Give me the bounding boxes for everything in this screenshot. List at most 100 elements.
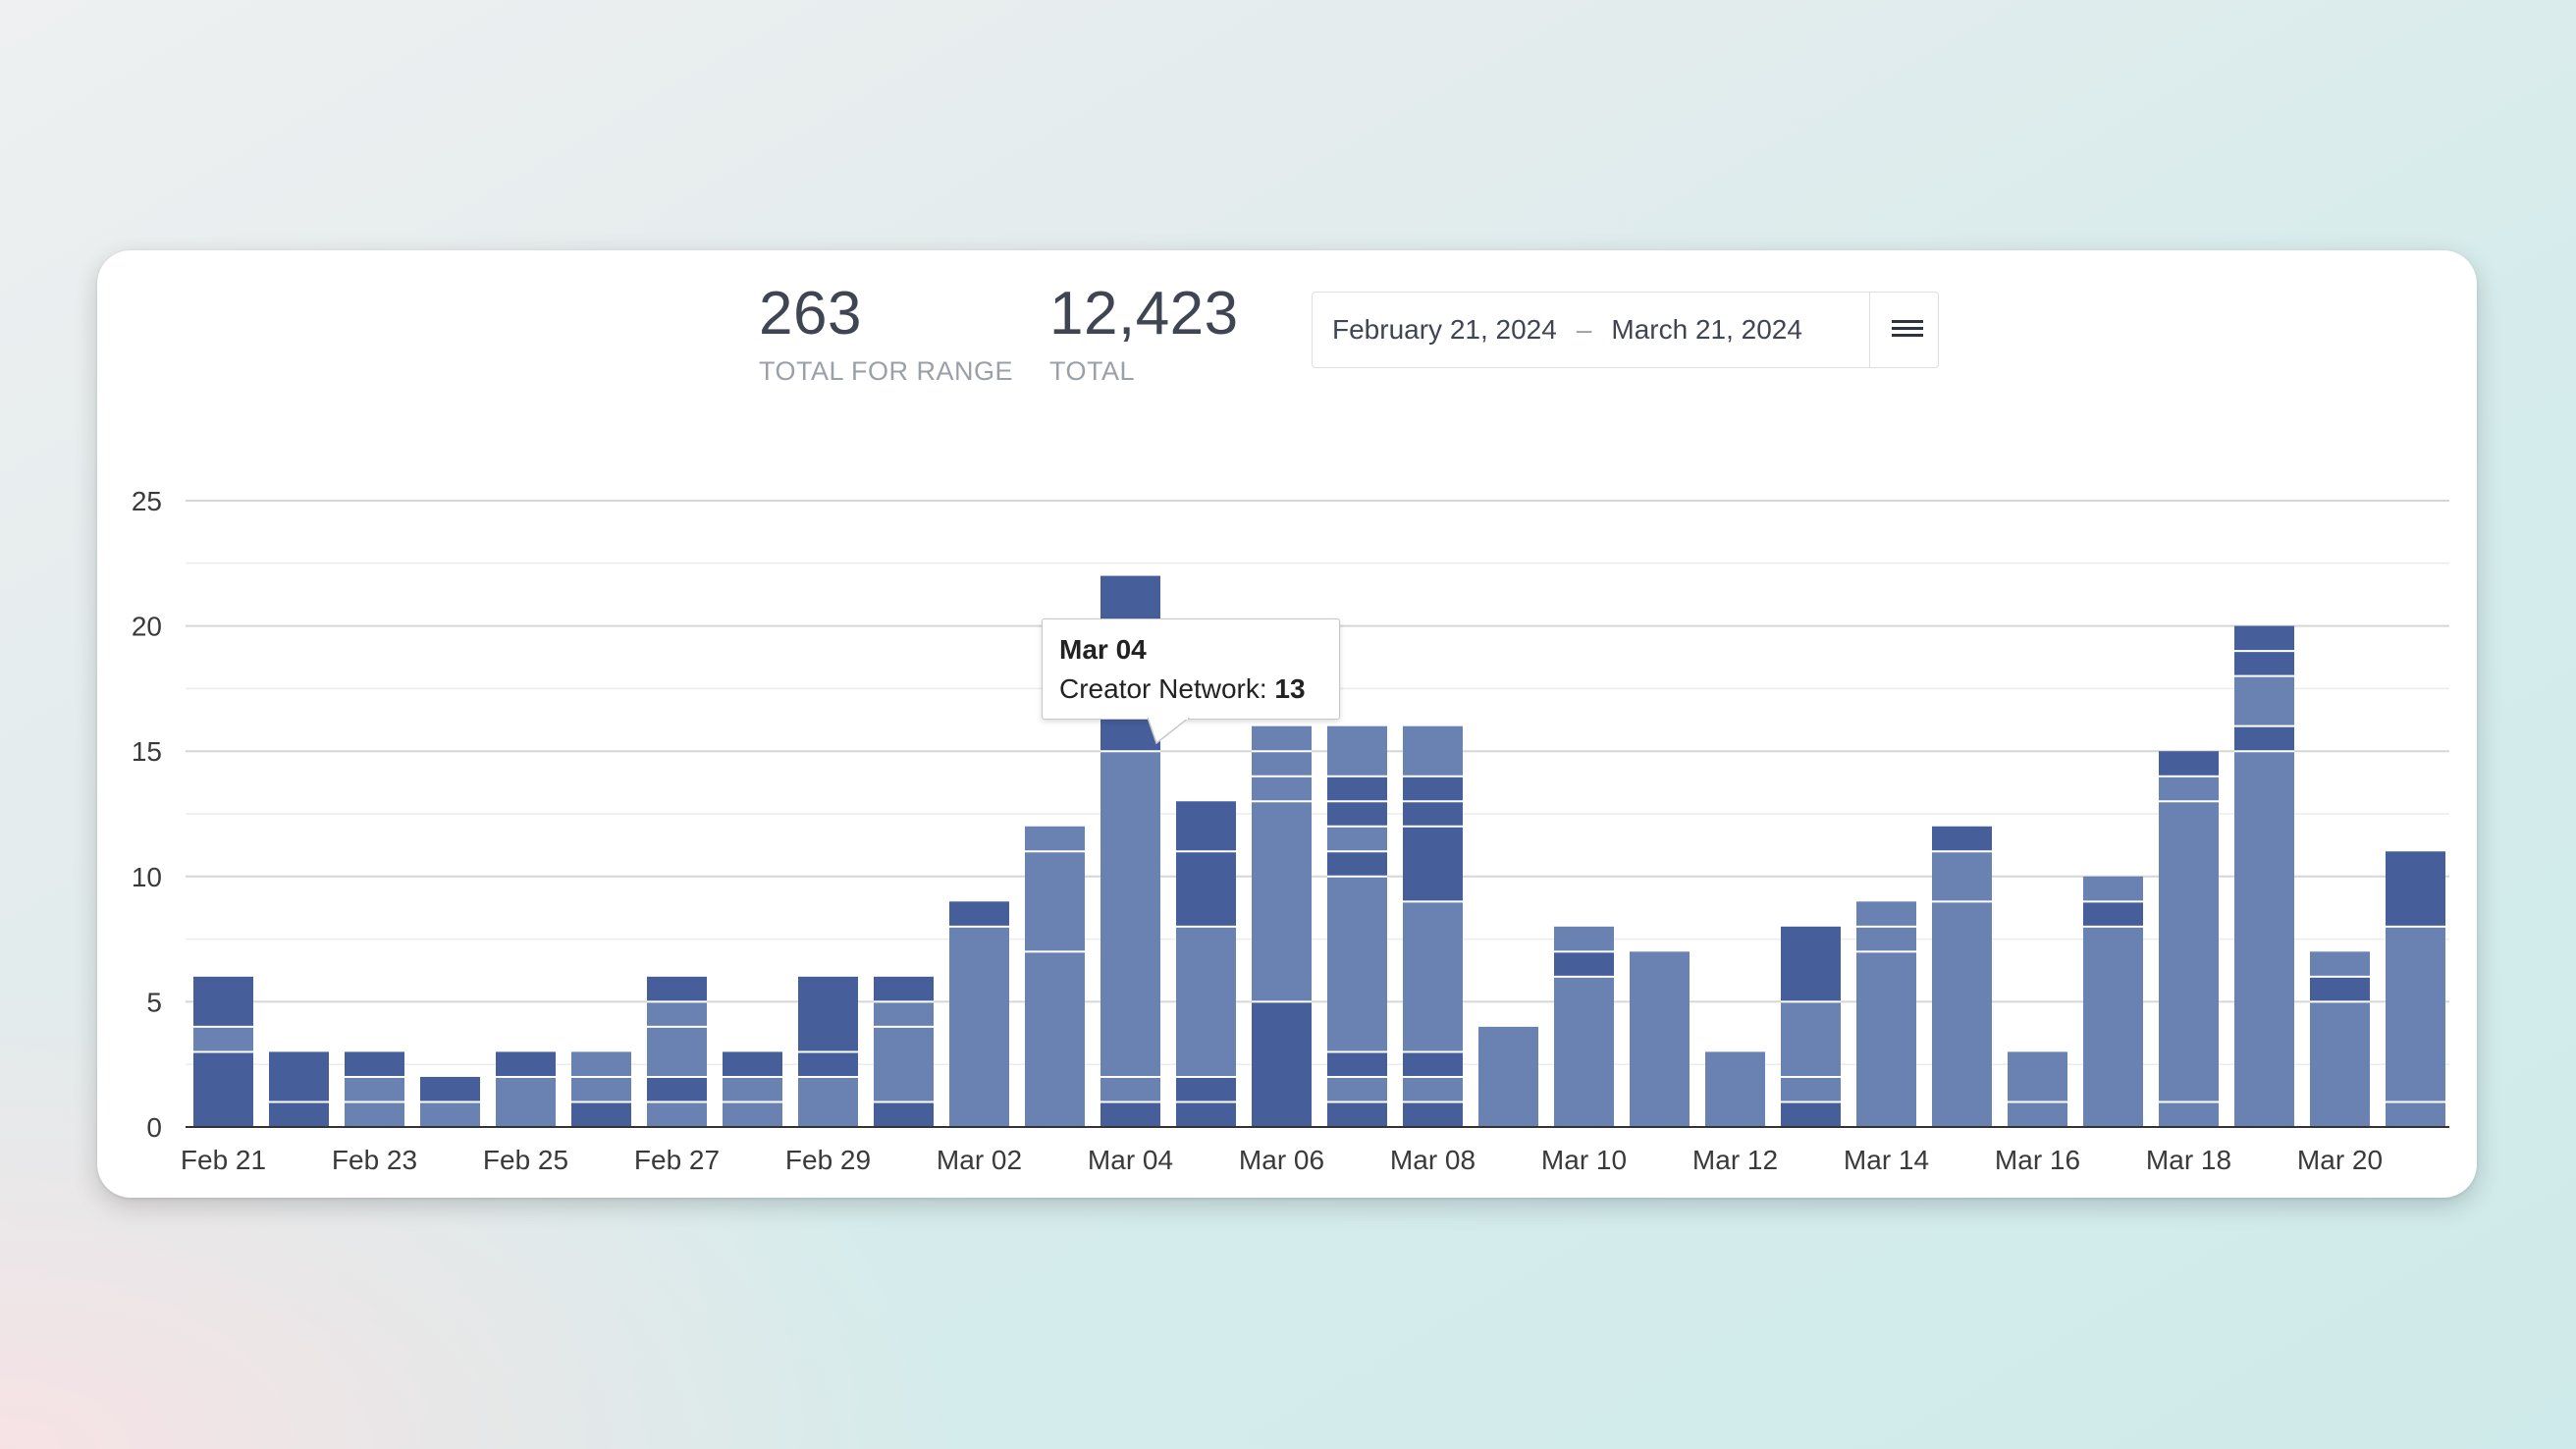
bar-feb-27 bbox=[647, 976, 707, 1127]
bar-segment bbox=[2083, 901, 2143, 927]
x-tick-label: Mar 16 bbox=[1995, 1145, 2080, 1175]
date-range-start: February 21, 2024 bbox=[1332, 314, 1557, 345]
bar-segment bbox=[2310, 951, 2370, 977]
bar-mar-10 bbox=[1554, 926, 1614, 1127]
bar-segment bbox=[1403, 901, 1463, 1052]
bar-feb-21 bbox=[193, 976, 253, 1127]
bar-segment bbox=[1630, 951, 1690, 1127]
date-range-end: March 21, 2024 bbox=[1611, 314, 1802, 345]
stat-total-for-range: 263 TOTAL FOR RANGE bbox=[759, 280, 1013, 388]
bar-segment bbox=[874, 1026, 934, 1102]
tooltip-pointer bbox=[1148, 718, 1191, 745]
bar-segment bbox=[1327, 1101, 1387, 1127]
bar-segment bbox=[2159, 801, 2219, 1102]
bar-segment bbox=[647, 1076, 707, 1102]
bar-segment bbox=[1252, 751, 1312, 777]
tooltip-date: Mar 04 bbox=[1059, 634, 1147, 665]
axis: 0 5 10 15 20 25 Feb 21 Feb 23 Feb 25 Feb 27 Feb 29… bbox=[132, 486, 2449, 1175]
x-tick-label: Feb 27 bbox=[634, 1145, 720, 1175]
bar-segment bbox=[1781, 1076, 1841, 1102]
bar-segment bbox=[2083, 876, 2143, 902]
x-tick-label: Mar 06 bbox=[1239, 1145, 1324, 1175]
bar-feb-29 bbox=[798, 976, 858, 1127]
y-tick-label: 10 bbox=[132, 862, 162, 892]
bar-segment bbox=[1025, 851, 1085, 952]
bar-segment bbox=[1403, 1051, 1463, 1077]
bar-segment bbox=[1327, 776, 1387, 802]
bar-segment bbox=[1403, 776, 1463, 802]
bar-segment bbox=[2386, 1101, 2445, 1127]
tooltip-line: Creator Network: 13 bbox=[1059, 673, 1306, 705]
x-tick-label: Mar 14 bbox=[1844, 1145, 1929, 1175]
x-tick-label: Mar 20 bbox=[2297, 1145, 2383, 1175]
chart-tooltip: Mar 04 Creator Network: 13 bbox=[1042, 618, 1340, 720]
bar-segment bbox=[1100, 751, 1160, 1077]
bar-segment bbox=[1781, 1101, 1841, 1127]
bar-segment bbox=[723, 1076, 782, 1102]
bar-segment bbox=[2234, 625, 2294, 652]
bar-segment bbox=[1403, 801, 1463, 827]
bar-segment bbox=[1176, 1101, 1236, 1127]
bar-feb-23 bbox=[345, 1051, 404, 1127]
bar-segment bbox=[2159, 1101, 2219, 1127]
tooltip-series-label: Creator Network: bbox=[1059, 673, 1267, 704]
bar-mar-02 bbox=[949, 901, 1009, 1127]
bar-segment bbox=[1327, 876, 1387, 1052]
bar-mar-13 bbox=[1781, 926, 1841, 1127]
bar-segment bbox=[1781, 926, 1841, 1002]
bar-mar-05 bbox=[1176, 801, 1236, 1127]
bar-mar-16 bbox=[2008, 1051, 2067, 1127]
bar-mar-06 bbox=[1252, 725, 1312, 1127]
bar-segment bbox=[949, 926, 1009, 1127]
bar-segment bbox=[647, 976, 707, 1002]
y-tick-label: 15 bbox=[132, 736, 162, 767]
hamburger-menu-icon-line bbox=[1892, 334, 1923, 337]
bar-segment bbox=[420, 1101, 480, 1127]
bar-segment bbox=[723, 1101, 782, 1127]
bar-segment bbox=[1478, 1026, 1538, 1127]
bar-segment bbox=[1176, 801, 1236, 852]
bar-mar-03 bbox=[1025, 826, 1085, 1127]
bar-mar-07 bbox=[1327, 725, 1387, 1127]
bar-segment bbox=[1100, 1101, 1160, 1127]
bar-mar-01 bbox=[874, 976, 934, 1127]
bar-segment bbox=[2386, 926, 2445, 1102]
date-range-picker[interactable]: February 21, 2024– March 21, 2024 bbox=[1312, 292, 1939, 368]
bar-segment bbox=[571, 1101, 631, 1127]
bar-mar-12 bbox=[1705, 1051, 1765, 1127]
bar-segment bbox=[1554, 976, 1614, 1127]
bar-segment bbox=[345, 1051, 404, 1077]
menu-button[interactable] bbox=[1869, 293, 1938, 367]
bar-segment bbox=[2008, 1051, 2067, 1102]
bar-segment bbox=[193, 1026, 253, 1052]
bar-segment bbox=[1252, 776, 1312, 802]
bar-segment bbox=[2310, 1001, 2370, 1127]
date-range-text[interactable]: February 21, 2024– March 21, 2024 bbox=[1332, 293, 1802, 367]
bar-segment bbox=[2234, 751, 2294, 1127]
bar-mar-09 bbox=[1478, 1026, 1538, 1127]
bar-segment bbox=[1856, 926, 1916, 952]
bar-segment bbox=[2159, 776, 2219, 802]
bar-segment bbox=[1403, 1076, 1463, 1102]
date-range-separator: – bbox=[1576, 314, 1592, 345]
bar-segment bbox=[1856, 951, 1916, 1127]
analytics-card: 263 TOTAL FOR RANGE 12,423 TOTAL Februar… bbox=[97, 250, 2477, 1198]
stat-range-label: TOTAL FOR RANGE bbox=[759, 356, 1014, 386]
bar-segment bbox=[345, 1101, 404, 1127]
x-tick-label: Mar 08 bbox=[1390, 1145, 1476, 1175]
x-tick-label: Feb 21 bbox=[181, 1145, 266, 1175]
x-tick-label: Mar 04 bbox=[1088, 1145, 1173, 1175]
bar-feb-28 bbox=[723, 1051, 782, 1127]
bar-segment bbox=[571, 1076, 631, 1102]
bar-segment bbox=[571, 1051, 631, 1077]
bar-segment bbox=[1176, 926, 1236, 1077]
bar-segment bbox=[2386, 851, 2445, 927]
bar-segment bbox=[647, 1026, 707, 1077]
bar-segment bbox=[1554, 926, 1614, 952]
stat-range-value: 263 bbox=[759, 280, 862, 348]
bar-segment bbox=[1100, 575, 1160, 626]
y-tick-label: 20 bbox=[132, 612, 162, 642]
bar-segment bbox=[1403, 1101, 1463, 1127]
bar-segment bbox=[1403, 725, 1463, 777]
bar-segment bbox=[874, 976, 934, 1002]
